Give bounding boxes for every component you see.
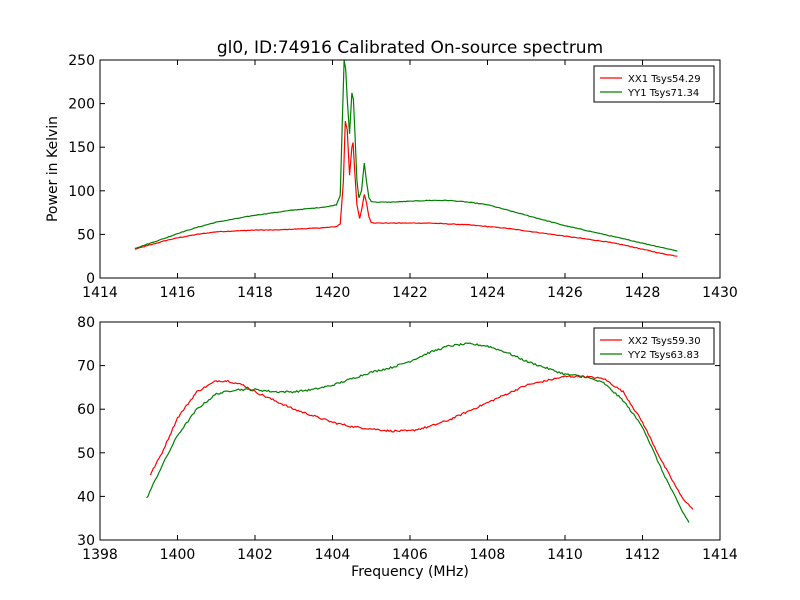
- top-ytick-label: 200: [68, 97, 95, 113]
- top-xtick-label: 1418: [237, 285, 273, 301]
- bottom-spectrum-plot: Frequency (MHz) 1398 1400 1402 1404 1406 1408…: [77, 315, 738, 580]
- top-legend: XX1 Tsys54.29 YY1 Tsys71.34: [593, 65, 715, 103]
- bottom-series-xx2-line: [149, 374, 694, 510]
- top-ytick-label: 50: [77, 227, 95, 243]
- bottom-ytick-label: 40: [77, 489, 95, 505]
- top-legend-label: XX1 Tsys54.29: [628, 74, 701, 85]
- bottom-ytick-label: 50: [77, 446, 95, 462]
- bottom-legend-label: XX2 Tsys59.30: [628, 336, 701, 347]
- top-xtick-label: 1414: [82, 285, 118, 301]
- bottom-series-yy2-line: [146, 342, 690, 523]
- bottom-xtick-label: 1406: [392, 547, 428, 563]
- top-xtick-label: 1430: [702, 285, 738, 301]
- bottom-xlabel: Frequency (MHz): [351, 564, 469, 580]
- top-xtick-label: 1428: [625, 285, 661, 301]
- top-legend-box: [593, 65, 715, 103]
- bottom-legend-label: YY2 Tsys63.83: [627, 350, 699, 361]
- bottom-xtick-label: 1408: [470, 547, 506, 563]
- bottom-ytick-label: 70: [77, 359, 95, 375]
- top-xtick-label: 1416: [160, 285, 196, 301]
- bottom-xtick-label: 1398: [82, 547, 118, 563]
- top-xtick-label: 1424: [470, 285, 506, 301]
- top-ytick-label: 100: [68, 184, 95, 200]
- bottom-xtick-label: 1404: [315, 547, 351, 563]
- top-spectrum-plot: Power in Kelvin 1414 1416 1418 1420 1422 1424…: [45, 53, 738, 301]
- top-ylabel: Power in Kelvin: [45, 116, 61, 222]
- top-ytick-label: 150: [68, 140, 95, 156]
- top-xtick-label: 1426: [547, 285, 583, 301]
- bottom-ytick-label: 80: [77, 315, 95, 331]
- top-xtick-label: 1422: [392, 285, 428, 301]
- bottom-xtick-label: 1410: [547, 547, 583, 563]
- bottom-xtick-label: 1400: [160, 547, 196, 563]
- top-series-xx1-line: [134, 120, 678, 257]
- bottom-xtick-label: 1412: [625, 547, 661, 563]
- bottom-ytick-label: 30: [77, 533, 95, 549]
- top-legend-label: YY1 Tsys71.34: [627, 88, 699, 99]
- figure-title: gl0, ID:74916 Calibrated On-source spect…: [217, 38, 603, 58]
- top-ytick-label: 0: [86, 271, 95, 287]
- bottom-legend: XX2 Tsys59.30 YY2 Tsys63.83: [593, 327, 715, 365]
- top-xtick-label: 1420: [315, 285, 351, 301]
- bottom-ytick-label: 60: [77, 402, 95, 418]
- bottom-xtick-label: 1414: [702, 547, 738, 563]
- bottom-xtick-label: 1402: [237, 547, 273, 563]
- bottom-legend-box: [593, 327, 715, 365]
- top-series-yy1-line: [134, 60, 678, 252]
- top-ytick-label: 250: [68, 53, 95, 69]
